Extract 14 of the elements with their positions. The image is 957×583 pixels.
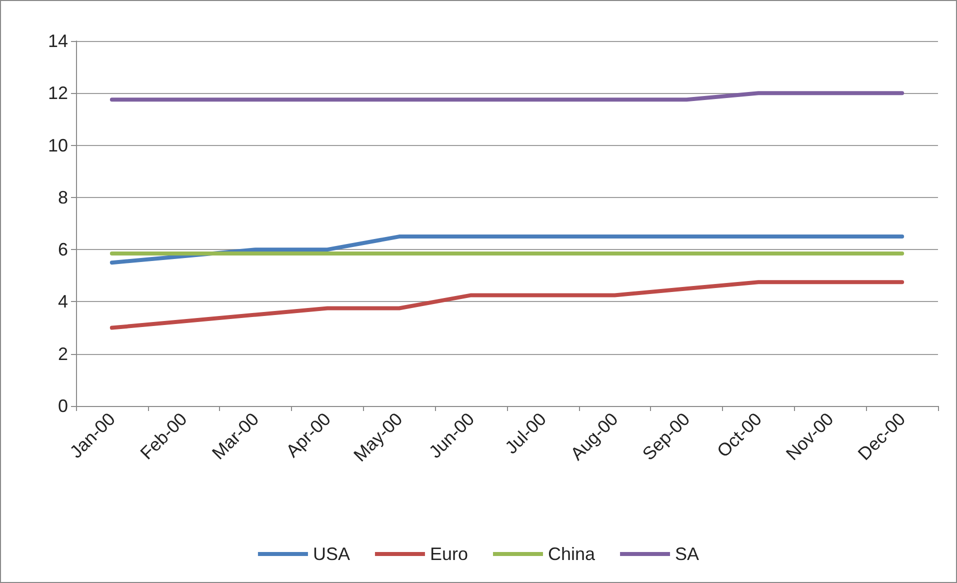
y-tick-label: 6	[58, 240, 68, 260]
legend-label: Euro	[430, 544, 468, 564]
y-tick-label: 2	[58, 344, 68, 364]
legend-label: USA	[312, 544, 350, 564]
line-series	[110, 280, 904, 330]
line-series	[110, 234, 904, 265]
legend-label: SA	[675, 544, 700, 564]
legend-label: China	[548, 544, 596, 564]
y-tick-label: 14	[48, 31, 68, 51]
y-tick-label: 12	[48, 83, 68, 104]
y-tick-label: 8	[58, 187, 68, 208]
y-tick-label: 4	[58, 292, 68, 312]
y-tick-label: 0	[58, 396, 68, 416]
y-tick-label: 10	[48, 135, 68, 156]
